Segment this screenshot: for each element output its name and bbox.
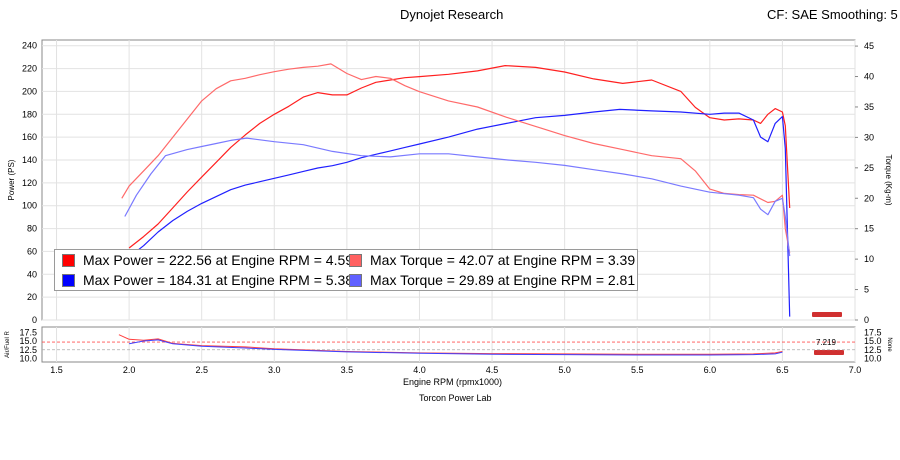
- x-tick-label-11: 7.0: [849, 365, 862, 375]
- chart-title: Dynojet Research: [400, 7, 504, 22]
- afr-right-tick-label-0: 10.0: [864, 354, 882, 364]
- chart-settings: CF: SAE Smoothing: 5: [767, 7, 898, 22]
- torque-tick-label-6: 30: [864, 132, 874, 142]
- dynojet-logo-mark: [812, 312, 842, 317]
- series-line-2: [128, 108, 791, 317]
- x-tick-label-4: 3.5: [341, 365, 354, 375]
- legend-item-3: Max Torque = 42.07 at Engine RPM = 3.39: [344, 250, 635, 270]
- series-line-4: [124, 137, 791, 257]
- x-tick-label-7: 5.0: [558, 365, 571, 375]
- legend-label-3: Max Torque = 42.07 at Engine RPM = 3.39: [370, 252, 636, 268]
- power-tick-label-12: 240: [22, 41, 37, 51]
- legend-item-4: Max Torque = 29.89 at Engine RPM = 2.81: [344, 270, 635, 290]
- series-line-1: [128, 64, 791, 249]
- torque-tick-label-2: 10: [864, 254, 874, 264]
- x-tick-label-8: 5.5: [631, 365, 644, 375]
- power-tick-label-1: 20: [27, 292, 37, 302]
- afr-series-line-2: [129, 339, 783, 356]
- power-tick-label-10: 200: [22, 86, 37, 96]
- power-tick-label-0: 0: [32, 315, 37, 325]
- afr-right-tick-label-3: 17.5: [864, 327, 882, 337]
- power-tick-label-6: 120: [22, 178, 37, 188]
- power-axis-label: Power (PS): [7, 159, 16, 200]
- power-tick-label-2: 40: [27, 269, 37, 279]
- dynojet-logo-mark-afr: [814, 350, 844, 355]
- power-tick-label-8: 160: [22, 132, 37, 142]
- torque-tick-label-9: 45: [864, 41, 874, 51]
- legend: Max Power = 222.56 at Engine RPM = 4.59 …: [54, 249, 638, 291]
- torque-tick-label-7: 35: [864, 102, 874, 112]
- torque-tick-label-5: 25: [864, 163, 874, 173]
- torque-tick-label-3: 15: [864, 224, 874, 234]
- afr-right-axis-label: None: [886, 337, 892, 352]
- afr-right-tick-label-1: 12.5: [864, 345, 882, 355]
- afr-axis-label: Air/Fuel R: [5, 330, 11, 357]
- legend-item-1: Max Power = 222.56 at Engine RPM = 4.59: [57, 250, 353, 270]
- afr-annotation: 7.219: [816, 338, 837, 347]
- legend-label-1: Max Power = 222.56 at Engine RPM = 4.59: [83, 252, 354, 268]
- power-tick-label-3: 60: [27, 246, 37, 256]
- legend-label-4: Max Torque = 29.89 at Engine RPM = 2.81: [370, 272, 636, 288]
- legend-swatch-3: [349, 253, 362, 267]
- x-axis-label: Engine RPM (rpmx1000): [403, 377, 503, 387]
- x-tick-label-6: 4.5: [486, 365, 499, 375]
- afr-tick-label-1: 12.5: [19, 345, 37, 355]
- torque-axis-label: Torque (Kg-m): [884, 154, 893, 205]
- power-tick-label-11: 220: [22, 64, 37, 74]
- legend-swatch-2: [62, 273, 75, 287]
- afr-tick-label-3: 17.5: [19, 327, 37, 337]
- legend-label-2: Max Power = 184.31 at Engine RPM = 5.38: [83, 272, 354, 288]
- afr-right-tick-label-2: 15.0: [864, 336, 882, 346]
- x-tick-label-2: 2.5: [195, 365, 208, 375]
- x-tick-label-9: 6.0: [704, 365, 717, 375]
- x-tick-label-1: 2.0: [123, 365, 136, 375]
- torque-tick-label-0: 0: [864, 315, 869, 325]
- footer-label: Torcon Power Lab: [419, 393, 492, 403]
- power-tick-label-4: 80: [27, 224, 37, 234]
- legend-swatch-4: [349, 273, 362, 287]
- torque-tick-label-8: 40: [864, 72, 874, 82]
- legend-swatch-1: [62, 253, 75, 267]
- x-tick-label-10: 6.5: [776, 365, 789, 375]
- x-tick-label-3: 3.0: [268, 365, 281, 375]
- torque-tick-label-4: 20: [864, 193, 874, 203]
- afr-plot-frame: [41, 326, 856, 363]
- afr-tick-label-2: 15.0: [19, 336, 37, 346]
- power-tick-label-5: 100: [22, 201, 37, 211]
- power-tick-label-9: 180: [22, 109, 37, 119]
- torque-tick-label-1: 5: [864, 285, 869, 295]
- legend-item-2: Max Power = 184.31 at Engine RPM = 5.38: [57, 270, 353, 290]
- afr-tick-label-0: 10.0: [19, 354, 37, 364]
- x-tick-label-0: 1.5: [50, 365, 63, 375]
- x-tick-label-5: 4.0: [413, 365, 426, 375]
- power-tick-label-7: 140: [22, 155, 37, 165]
